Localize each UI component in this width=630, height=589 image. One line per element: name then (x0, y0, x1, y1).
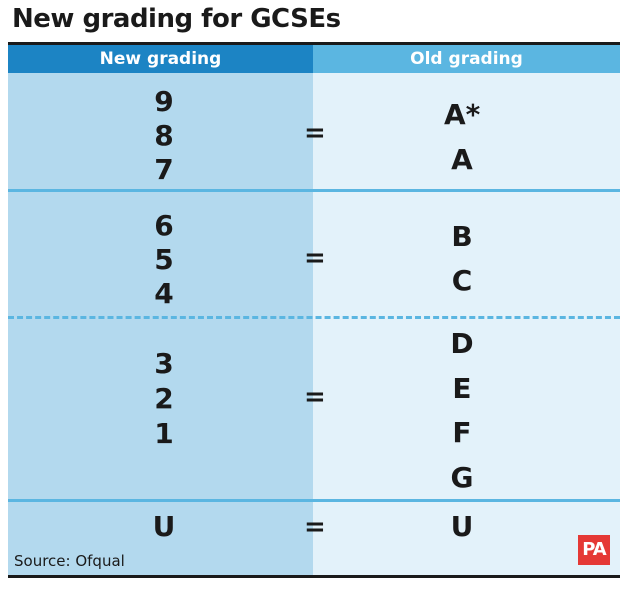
old-grade: F (452, 416, 472, 449)
new-grading-column (8, 45, 313, 578)
old-grade: U (450, 510, 474, 543)
row-divider (8, 499, 620, 502)
new-grade: 7 (154, 153, 174, 186)
old-grade: B (451, 220, 473, 253)
old-grade: E (452, 372, 472, 405)
new-grade: U (152, 510, 176, 543)
equals-sign: = (304, 512, 326, 542)
row-divider (8, 189, 620, 192)
old-grade: C (451, 264, 473, 297)
old-grade: A (451, 143, 473, 176)
page-title: New grading for GCSEs (12, 4, 341, 34)
new-grading-header: New grading (8, 45, 313, 73)
new-grade: 4 (154, 277, 174, 310)
old-grading-header: Old grading (313, 45, 620, 73)
new-grade: 8 (154, 119, 174, 152)
grading-table: New grading Old grading 9 8 7 = A* A 6 5… (8, 45, 620, 578)
new-grade: 3 (154, 347, 174, 380)
pa-logo: PA (578, 535, 610, 565)
source-credit: Source: Ofqual (14, 552, 125, 570)
equals-sign: = (304, 243, 326, 273)
old-grade: A* (444, 98, 481, 131)
old-grading-column (313, 45, 620, 578)
bottom-rule (8, 575, 620, 578)
old-grade: G (450, 461, 474, 494)
row-divider-dashed (8, 316, 620, 319)
equals-sign: = (304, 118, 326, 148)
old-grade: D (450, 327, 474, 360)
title-rule (8, 42, 620, 45)
new-grade: 1 (154, 417, 174, 450)
new-grade: 2 (154, 382, 174, 415)
new-grade: 5 (154, 243, 174, 276)
new-grade: 9 (154, 85, 174, 118)
equals-sign: = (304, 382, 326, 412)
new-grade: 6 (154, 209, 174, 242)
